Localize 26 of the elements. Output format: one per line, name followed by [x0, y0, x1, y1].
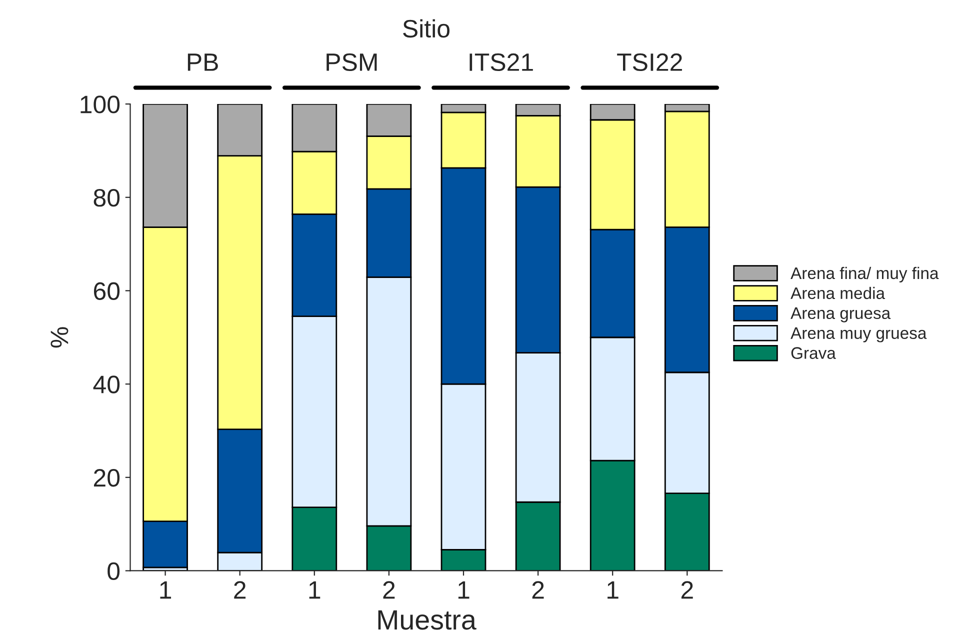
y-tick-label: 80 [94, 188, 120, 207]
chart-title: Sitio [403, 19, 450, 38]
x-tick-label: 2 [681, 581, 693, 599]
text: PB [188, 54, 218, 71]
x-axis-title: Muestra [378, 610, 476, 630]
y-tick-label: 40 [93, 376, 120, 394]
legend-label: Arena muy gruesa [790, 327, 927, 342]
legend-label: Arena fina/ muy fina [790, 266, 939, 282]
legend-label: Arena gruesa [790, 307, 891, 322]
legend-label: Arena media [790, 286, 886, 300]
x-tick-label: 2 [532, 581, 544, 599]
text: ITS21 [470, 53, 533, 72]
y-tick-label: 0 [108, 562, 120, 580]
y-tick-label: 20 [94, 468, 120, 487]
y-tick-label: 100 [80, 96, 120, 114]
x-tick-label: 1 [608, 581, 618, 599]
text: PSM [326, 53, 377, 72]
x-tick-label: 2 [383, 581, 395, 599]
text: TSI22 [617, 53, 682, 72]
legend-label: Grava [791, 347, 836, 359]
x-tick-label: 2 [234, 581, 246, 599]
y-tick-label: 60 [94, 282, 120, 300]
x-tick-label: 1 [458, 581, 470, 599]
x-tick-label: 1 [160, 581, 172, 599]
y-axis-title: % [50, 327, 68, 348]
x-tick-label: 1 [309, 581, 320, 599]
